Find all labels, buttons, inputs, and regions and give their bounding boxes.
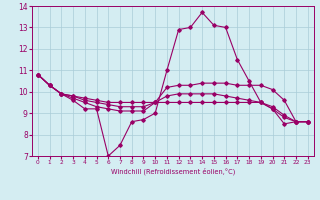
X-axis label: Windchill (Refroidissement éolien,°C): Windchill (Refroidissement éolien,°C) (111, 168, 235, 175)
